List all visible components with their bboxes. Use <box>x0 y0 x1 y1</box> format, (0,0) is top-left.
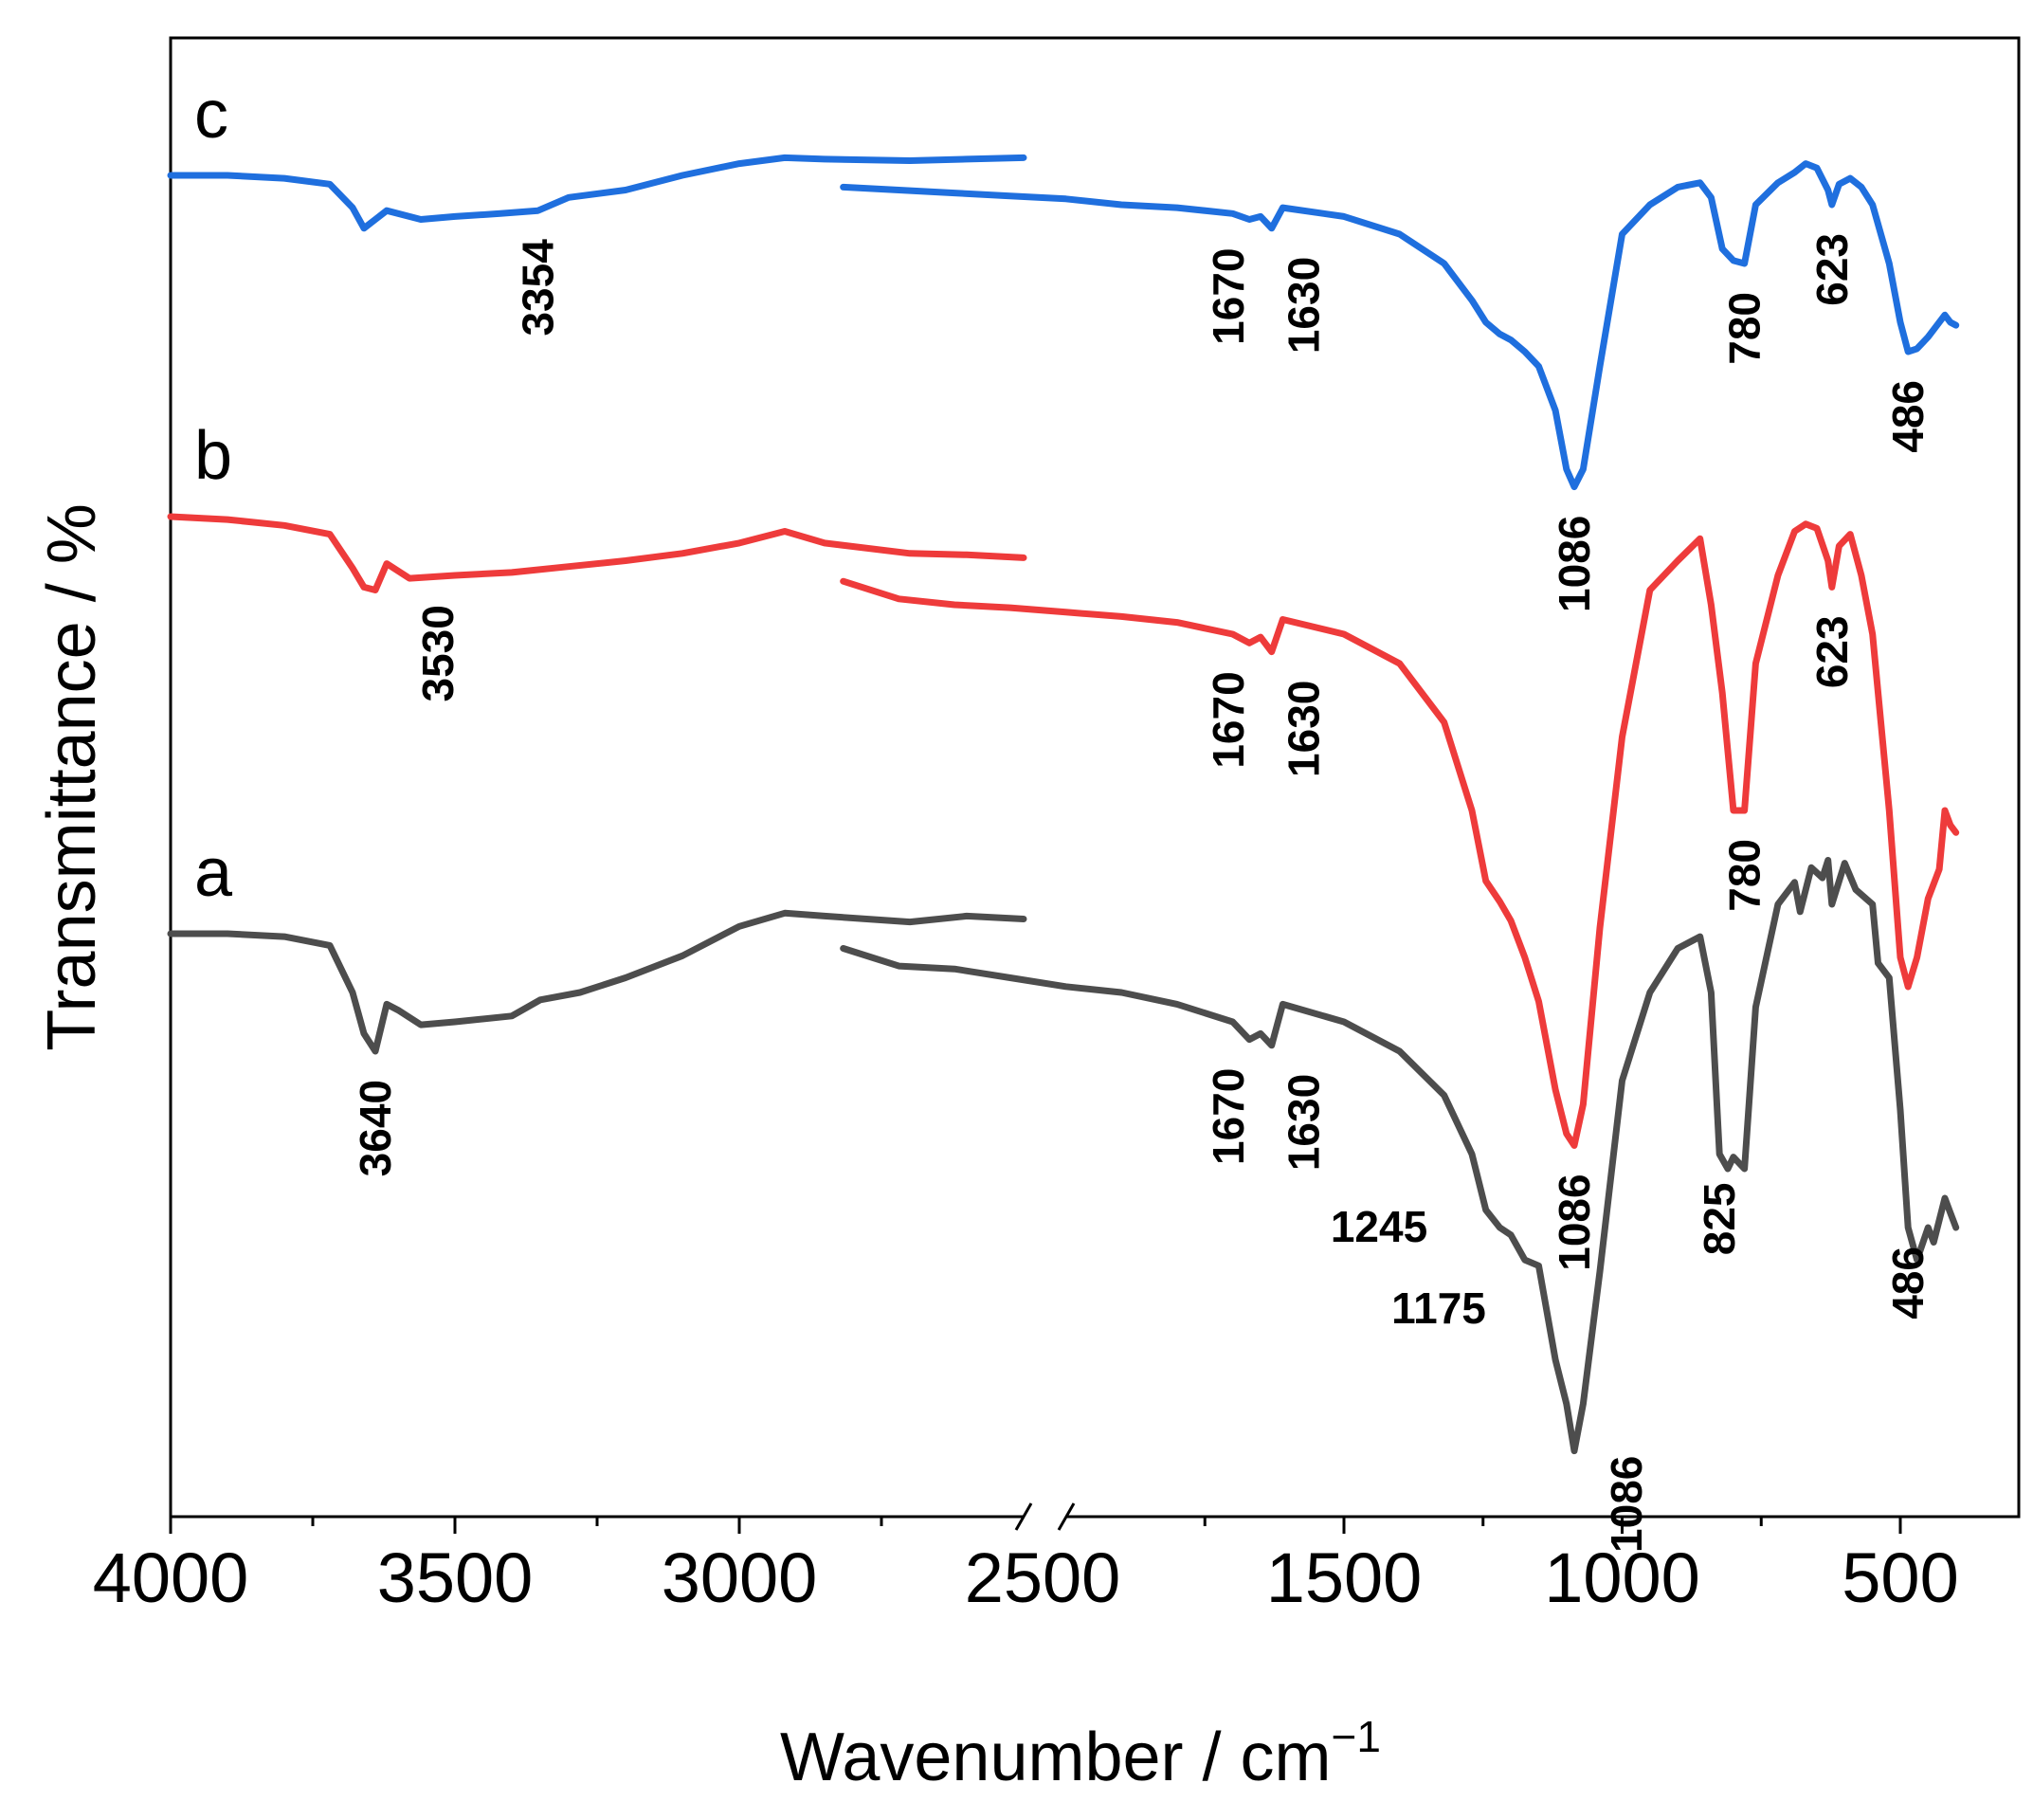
peak-label-a-1670: 1670 <box>1204 1068 1253 1165</box>
axis-layer: 4000 3500 3000 2500 1500 1000 500 <box>93 1502 1959 1617</box>
peak-label-b-1630: 1630 <box>1280 681 1329 777</box>
series-a-line-2 <box>840 857 1960 1455</box>
x-tick-label-3500: 3500 <box>377 1538 534 1617</box>
x-tick-label-3000: 3000 <box>662 1538 818 1617</box>
x-tick-label-2500: 2500 <box>965 1538 1121 1617</box>
peak-label-c-1086: 1086 <box>1550 516 1599 612</box>
series-label-b: b <box>194 418 232 494</box>
plot-frame <box>169 36 2021 1519</box>
peak-label-c-780: 780 <box>1720 292 1770 365</box>
peak-label-b-1086: 1086 <box>1550 1174 1599 1270</box>
series-c-line-1 <box>167 154 1027 232</box>
x-axis-title-superscript: −1 <box>1332 1712 1381 1761</box>
peak-label-b-623: 623 <box>1807 615 1857 688</box>
peak-label-a-825: 825 <box>1695 1183 1744 1256</box>
x-tick-label-4000: 4000 <box>93 1538 249 1617</box>
series-c-line-2 <box>840 160 1960 491</box>
peak-label-a-1175: 1175 <box>1391 1283 1486 1333</box>
peak-label-a-1630: 1630 <box>1280 1074 1329 1171</box>
series-label-a: a <box>194 835 233 911</box>
series-b-line-1 <box>167 513 1027 593</box>
y-axis-title: Transmittance / % <box>34 503 110 1051</box>
series-a-line-1 <box>167 909 1027 1055</box>
axis-break-mark-left <box>1014 1502 1033 1531</box>
plot-border <box>169 36 2021 1519</box>
x-tick-label-1000: 1000 <box>1544 1538 1700 1617</box>
x-tick-label-1500: 1500 <box>1266 1538 1423 1617</box>
peak-label-a-3640: 3640 <box>351 1080 400 1176</box>
peak-label-b-3530: 3530 <box>413 605 463 701</box>
peak-label-a-1245: 1245 <box>1331 1202 1427 1251</box>
axis-break-gap <box>1024 1505 1066 1528</box>
peak-label-c-486: 486 <box>1883 380 1933 453</box>
series-b-line-2 <box>840 520 1960 1149</box>
peak-label-c-1630: 1630 <box>1280 257 1329 354</box>
peak-label-a-1086: 1086 <box>1602 1456 1651 1553</box>
x-axis-title-text: Wavenumber / cm <box>780 1720 1331 1795</box>
peak-label-a-486: 486 <box>1883 1247 1933 1320</box>
peak-label-c-623: 623 <box>1807 233 1857 306</box>
series-layer: a b c <box>167 77 1960 1455</box>
series-label-c: c <box>194 77 228 153</box>
peak-label-c-3354: 3354 <box>514 239 563 337</box>
x-tick-label-500: 500 <box>1842 1538 1958 1617</box>
axis-break-mark-right <box>1057 1502 1076 1531</box>
peak-label-c-1670: 1670 <box>1204 248 1253 345</box>
peak-label-b-1670: 1670 <box>1204 671 1253 768</box>
peak-label-b-780: 780 <box>1720 839 1770 912</box>
x-axis-title: Wavenumber / cm−1 <box>780 1712 1381 1795</box>
